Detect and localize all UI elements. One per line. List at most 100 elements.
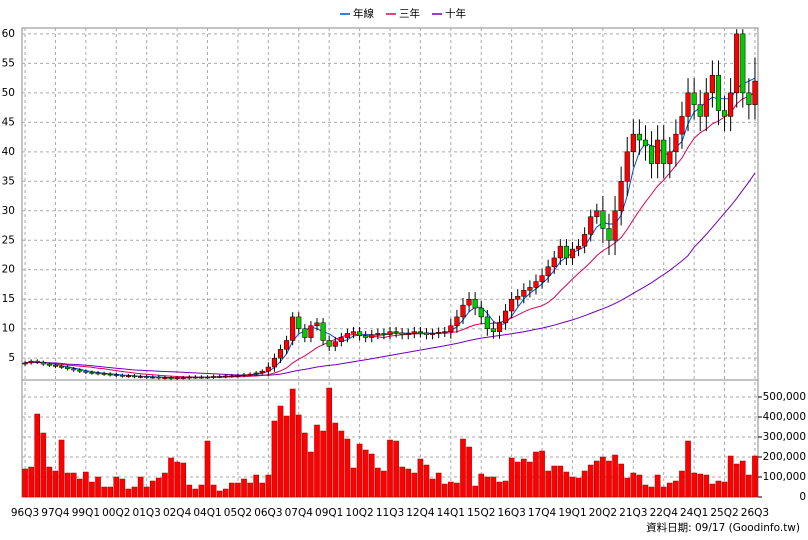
volume-bar <box>508 457 515 498</box>
volume-bar <box>496 481 503 498</box>
candle-body <box>387 331 393 335</box>
candle-body <box>107 373 113 376</box>
candle-body <box>150 376 156 379</box>
y-tick-label: 5 <box>8 352 15 364</box>
x-tick-label: 21Q3 <box>619 507 647 519</box>
volume-bar <box>204 440 211 498</box>
candle-body <box>752 80 758 105</box>
volume-bar <box>739 460 746 498</box>
volume-bar <box>222 488 229 498</box>
candle-body <box>545 266 551 276</box>
volume-bar <box>727 455 734 498</box>
candle-body <box>241 374 247 376</box>
y-tick-label: 60 <box>2 28 15 40</box>
candle-body <box>119 375 125 377</box>
volume-bar <box>168 457 174 498</box>
candle-body <box>746 92 752 105</box>
volume-bar <box>715 480 722 498</box>
x-tick-label: 19Q1 <box>558 507 586 519</box>
candle-body <box>326 340 332 347</box>
volume-bar <box>58 439 65 498</box>
candle-body <box>679 116 685 135</box>
volume-bar <box>332 422 339 498</box>
candle-body <box>648 145 655 164</box>
candle-body <box>357 331 363 337</box>
x-tick-label: 05Q2 <box>224 507 252 519</box>
x-tick-label: 22Q4 <box>650 507 679 519</box>
volume-bar <box>612 454 618 498</box>
candle-body <box>28 360 34 364</box>
candle-body <box>125 375 132 378</box>
x-tick-label: 11Q3 <box>376 507 404 519</box>
candle-body <box>290 316 296 341</box>
candle-body <box>308 325 314 338</box>
candle-body <box>715 74 722 111</box>
volume-bar <box>271 420 278 498</box>
candle-body <box>204 376 211 379</box>
candle-body <box>721 110 728 117</box>
candle-body <box>350 331 357 334</box>
volume-bar <box>162 472 168 498</box>
volume-bar <box>454 482 460 498</box>
candle-body <box>539 275 545 282</box>
candle-body <box>673 133 679 153</box>
x-tick-label: 24Q1 <box>680 507 708 519</box>
volume-bar <box>703 474 710 498</box>
volume-bar <box>666 482 673 498</box>
volume-tick-label: 400,000 <box>763 411 806 423</box>
y-tick-label: 30 <box>2 205 15 217</box>
volume-bar <box>624 477 631 498</box>
volume-bar <box>721 481 728 498</box>
candle-body <box>697 104 703 117</box>
volume-bar <box>569 476 576 498</box>
candle-body <box>740 33 746 94</box>
candle-body <box>34 360 40 363</box>
volume-bar <box>46 466 53 498</box>
candle-body <box>174 377 180 379</box>
volume-bar <box>277 405 284 498</box>
volume-bar <box>600 456 606 498</box>
volume-bar <box>192 488 199 498</box>
candle-body <box>527 287 533 291</box>
volume-bar <box>581 470 588 498</box>
candle-body <box>411 331 417 334</box>
volume-bar <box>368 453 375 498</box>
candle-body <box>363 335 369 338</box>
volume-bar <box>435 472 442 498</box>
volume-bar <box>125 488 132 498</box>
candle-body <box>569 248 576 259</box>
volume-bar <box>441 483 448 498</box>
volume-tick-label: 500,000 <box>763 391 806 403</box>
volume-bar <box>101 486 107 498</box>
candle-body <box>630 133 636 153</box>
candle-body <box>691 92 697 105</box>
volume-bar <box>34 413 41 498</box>
volume-bar <box>411 472 418 498</box>
volume-bar <box>229 482 235 498</box>
candle-body <box>709 74 715 94</box>
candle-body <box>198 376 204 379</box>
volume-bar <box>265 474 272 498</box>
candle-body <box>235 375 241 377</box>
y-tick-label: 20 <box>2 264 15 276</box>
candle-body <box>667 151 673 164</box>
volume-bar <box>387 439 393 498</box>
candle-body <box>503 310 509 324</box>
candle-body <box>180 377 186 379</box>
candle-body <box>144 376 150 378</box>
candle-body <box>229 375 235 378</box>
volume-bar <box>283 415 290 498</box>
volume-bar <box>253 474 259 498</box>
candle-body <box>302 328 308 338</box>
volume-bar <box>685 440 691 498</box>
candle-body <box>576 245 582 250</box>
candle-body <box>466 298 472 306</box>
volume-bar <box>64 472 71 498</box>
legend-label: 十年 <box>445 7 466 20</box>
candle-body <box>259 370 265 374</box>
volume-bar <box>76 478 83 498</box>
y-tick-label: 15 <box>2 293 15 305</box>
y-tick-label: 55 <box>2 57 15 69</box>
candle-body <box>582 234 588 247</box>
